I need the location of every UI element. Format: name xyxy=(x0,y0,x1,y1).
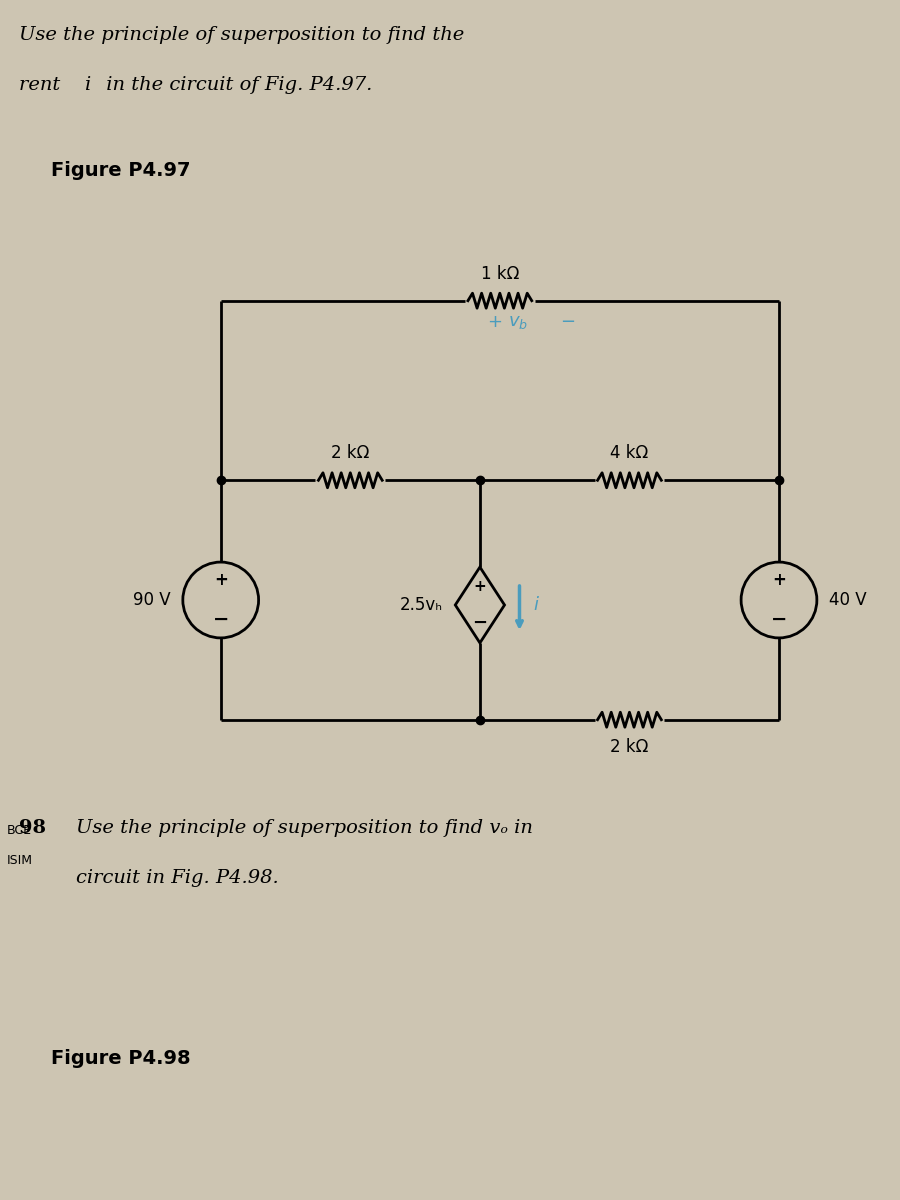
Text: Figure P4.97: Figure P4.97 xyxy=(51,161,191,180)
Text: 2 kΩ: 2 kΩ xyxy=(610,738,649,756)
Text: rent: rent xyxy=(19,77,67,95)
Text: +: + xyxy=(473,580,486,594)
Text: ISIM: ISIM xyxy=(6,854,32,868)
Text: +: + xyxy=(214,571,228,589)
Text: 90 V: 90 V xyxy=(133,590,171,608)
Text: $i$: $i$ xyxy=(534,596,540,614)
Text: Use the principle of superposition to find vₒ in: Use the principle of superposition to fi… xyxy=(76,820,533,838)
Text: $v_b$: $v_b$ xyxy=(508,313,527,331)
Text: i: i xyxy=(84,77,90,95)
Text: 2 kΩ: 2 kΩ xyxy=(331,444,370,462)
Text: BCE: BCE xyxy=(6,824,32,838)
Text: in the circuit of Fig. P4.97.: in the circuit of Fig. P4.97. xyxy=(100,77,373,95)
Text: −: − xyxy=(212,611,229,629)
Text: Use the principle of superposition to find the: Use the principle of superposition to fi… xyxy=(19,26,464,44)
Text: 2.5vₕ: 2.5vₕ xyxy=(400,596,444,614)
Text: −: − xyxy=(472,614,488,632)
Text: 1 kΩ: 1 kΩ xyxy=(481,265,519,283)
Text: −: − xyxy=(560,313,575,331)
Text: 98: 98 xyxy=(19,820,46,838)
Text: circuit in Fig. P4.98.: circuit in Fig. P4.98. xyxy=(76,869,279,887)
Text: Figure P4.98: Figure P4.98 xyxy=(51,1049,191,1068)
Text: 4 kΩ: 4 kΩ xyxy=(610,444,649,462)
Text: −: − xyxy=(770,611,788,629)
Text: +: + xyxy=(488,313,502,331)
Text: 40 V: 40 V xyxy=(829,590,867,608)
Text: +: + xyxy=(772,571,786,589)
